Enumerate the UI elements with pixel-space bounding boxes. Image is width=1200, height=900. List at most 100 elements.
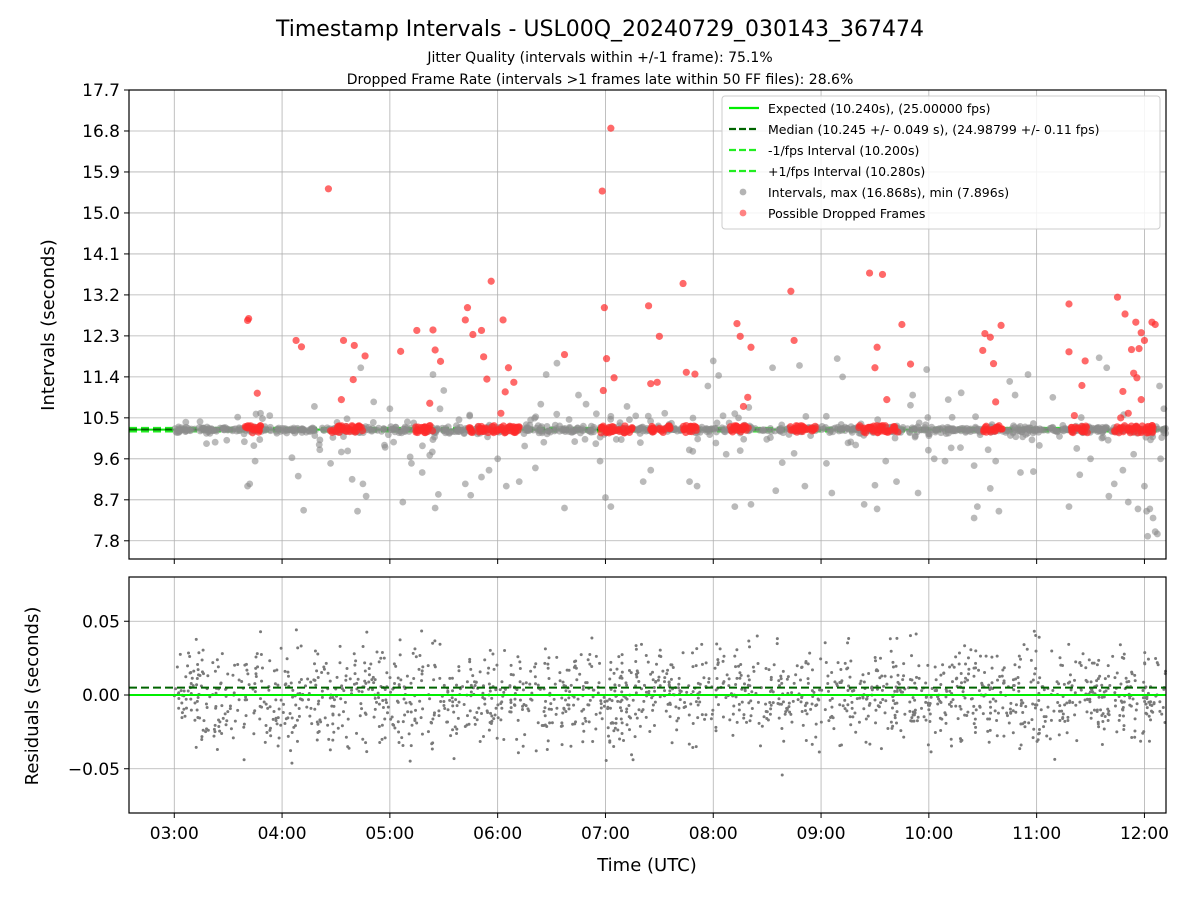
residual-point [312, 678, 316, 682]
residual-point [300, 698, 304, 702]
residual-point [768, 712, 772, 716]
residual-point [654, 680, 658, 684]
dropped-frame-point [792, 422, 800, 430]
residual-point [509, 698, 513, 702]
residual-point [1117, 718, 1121, 722]
dropped-frame-point [1113, 293, 1122, 301]
residual-point [338, 661, 342, 665]
residual-point [1158, 709, 1162, 713]
interval-point [626, 416, 633, 424]
residual-point [1089, 711, 1093, 715]
interval-point [440, 387, 448, 394]
interval-point [537, 400, 545, 408]
residual-point [804, 738, 808, 742]
residual-point [469, 690, 473, 694]
residual-point [1030, 718, 1034, 722]
residual-point [675, 728, 679, 732]
residual-point [1063, 719, 1067, 723]
residual-point [378, 741, 382, 745]
residual-point [620, 721, 624, 725]
residual-point [747, 678, 751, 682]
dropped-frame-point [647, 426, 655, 434]
residual-point [451, 700, 455, 704]
residual-point [739, 662, 743, 666]
residual-point [1119, 682, 1123, 686]
residual-point [296, 646, 300, 650]
residual-point [616, 699, 620, 703]
residual-point [928, 719, 932, 723]
interval-point [759, 426, 767, 434]
interval-point [267, 427, 274, 435]
residual-point [1130, 736, 1134, 740]
residual-point [397, 730, 401, 734]
residual-point [764, 702, 768, 706]
residual-point [294, 628, 298, 632]
residual-point [618, 737, 622, 741]
residual-point [899, 729, 903, 733]
residual-point [198, 716, 202, 720]
residual-point [386, 705, 390, 709]
residual-point [618, 706, 622, 710]
residual-point [195, 683, 199, 687]
dropped-frame-point [350, 341, 358, 350]
residual-point [702, 676, 706, 680]
residual-point [990, 666, 994, 670]
residual-point [755, 634, 759, 638]
interval-point [1153, 530, 1161, 538]
residual-point [228, 704, 232, 708]
residual-point [372, 715, 376, 719]
residual-point [819, 657, 823, 661]
residual-point [1115, 671, 1119, 675]
residual-point [861, 673, 865, 677]
residual-point [233, 663, 237, 667]
residual-point [543, 647, 547, 651]
interval-point [1006, 432, 1014, 439]
interval-point [467, 491, 475, 499]
residual-point [1073, 691, 1077, 695]
residual-point [295, 739, 299, 743]
residual-point [609, 660, 613, 664]
residual-point [830, 696, 834, 700]
residual-point [608, 706, 612, 710]
residual-point [446, 689, 450, 693]
interval-point [515, 478, 523, 485]
residual-point [846, 641, 850, 645]
dropped-frame-point [1133, 374, 1141, 382]
residual-point [949, 737, 953, 741]
residual-point [1095, 663, 1099, 667]
interval-point [925, 432, 933, 440]
residual-point [614, 721, 618, 725]
residual-point [561, 680, 565, 684]
residual-point [189, 708, 193, 712]
residual-point [894, 664, 898, 668]
residual-point [731, 712, 735, 716]
residual-point [408, 759, 412, 763]
residual-point [598, 711, 602, 715]
residual-point [252, 711, 256, 715]
residual-point [1124, 676, 1128, 680]
interval-point [778, 459, 786, 467]
residual-point [569, 744, 573, 748]
residual-point [449, 734, 453, 738]
interval-point [436, 405, 444, 413]
residual-point [567, 668, 571, 672]
residual-point [1122, 724, 1126, 728]
residual-point [599, 702, 603, 706]
residual-point [949, 704, 953, 708]
dropped-frame-point [465, 424, 473, 432]
residual-point [283, 669, 287, 673]
residual-point [781, 700, 785, 704]
residual-point [843, 707, 847, 711]
residual-point [264, 702, 268, 706]
residual-point [933, 730, 937, 734]
residual-point [855, 697, 859, 701]
residual-point [1065, 731, 1069, 735]
residual-point [634, 660, 638, 664]
residual-point [431, 641, 435, 645]
residual-point [944, 721, 948, 725]
residual-point [1031, 702, 1035, 706]
residual-point [520, 708, 524, 712]
residual-point [850, 700, 854, 704]
residual-point [1147, 714, 1151, 718]
dropped-frame-point [600, 304, 608, 312]
